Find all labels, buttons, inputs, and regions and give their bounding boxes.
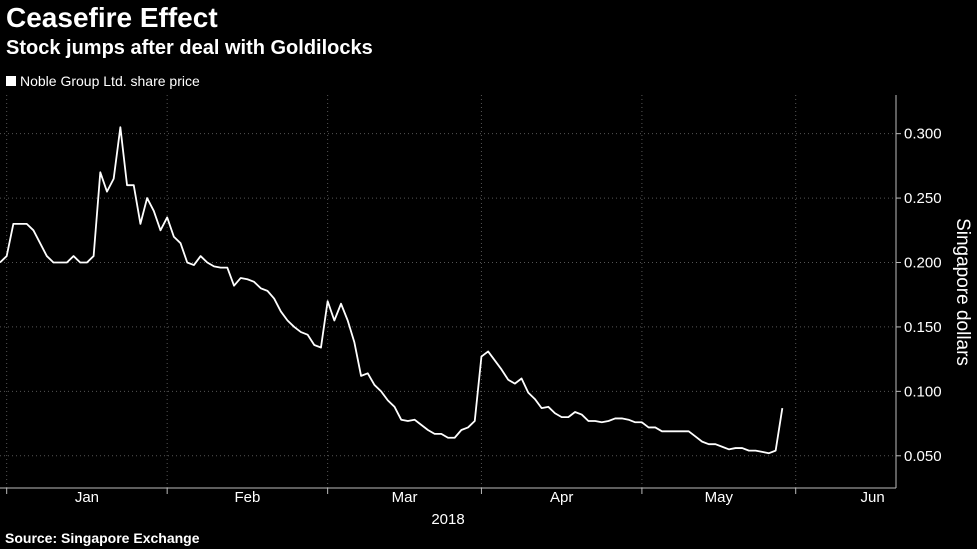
y-axis-label: Singapore dollars — [952, 218, 973, 366]
chart-title: Ceasefire Effect — [6, 2, 218, 33]
y-tick-label: 0.200 — [904, 255, 942, 272]
x-tick-label: May — [705, 489, 734, 506]
y-tick-label: 0.050 — [904, 448, 942, 465]
series-layer — [0, 126, 784, 455]
x-tick-label: Mar — [392, 489, 418, 506]
x-tick-label: Jan — [75, 489, 99, 506]
x-tick-label: Apr — [550, 489, 573, 506]
x-tick-label: Jun — [861, 489, 885, 506]
tick-labels: Jan Feb Mar Apr May Jun 0.050 0.100 0.150 0.200 0.… — [75, 126, 942, 506]
x-tick-label: Feb — [234, 489, 260, 506]
legend: Noble Group Ltd. share price — [6, 73, 200, 89]
axes — [0, 95, 901, 494]
y-tick-label: 0.250 — [904, 190, 942, 207]
y-tick-label: 0.150 — [904, 319, 942, 336]
legend-label: Noble Group Ltd. share price — [20, 73, 200, 89]
x-axis-label: 2018 — [431, 511, 464, 528]
source-note: Source: Singapore Exchange — [5, 530, 200, 546]
chart-subtitle: Stock jumps after deal with Goldilocks — [6, 37, 373, 59]
legend-swatch — [6, 76, 16, 86]
gridlines — [0, 95, 896, 488]
y-tick-label: 0.300 — [904, 126, 942, 143]
y-tick-label: 0.100 — [904, 383, 942, 400]
series-line-noble-group — [0, 126, 784, 455]
